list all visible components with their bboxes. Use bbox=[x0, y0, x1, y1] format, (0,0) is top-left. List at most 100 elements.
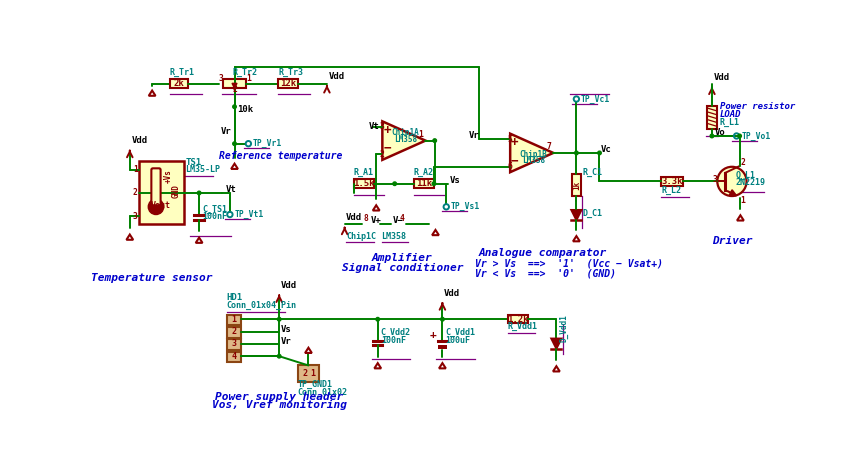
Text: Vr: Vr bbox=[220, 127, 232, 136]
Text: R_L1: R_L1 bbox=[720, 118, 740, 127]
Circle shape bbox=[598, 151, 601, 154]
Circle shape bbox=[738, 134, 741, 138]
Text: +: + bbox=[383, 124, 391, 137]
Circle shape bbox=[441, 318, 444, 321]
Circle shape bbox=[232, 105, 236, 108]
Text: 4: 4 bbox=[232, 352, 236, 361]
FancyBboxPatch shape bbox=[226, 352, 241, 362]
Polygon shape bbox=[511, 134, 554, 172]
Circle shape bbox=[393, 182, 396, 185]
Circle shape bbox=[197, 191, 201, 195]
Circle shape bbox=[717, 167, 746, 196]
Text: Vout: Vout bbox=[151, 201, 170, 210]
Circle shape bbox=[277, 318, 281, 321]
Text: TP_Vr1: TP_Vr1 bbox=[253, 139, 282, 148]
Text: 3: 3 bbox=[232, 339, 236, 348]
Text: 1: 1 bbox=[246, 74, 251, 83]
Text: LM358: LM358 bbox=[381, 231, 406, 241]
Text: 3: 3 bbox=[380, 122, 385, 131]
Text: Analogue comparator: Analogue comparator bbox=[479, 248, 607, 258]
Polygon shape bbox=[382, 121, 425, 160]
Text: 5: 5 bbox=[508, 135, 512, 144]
Text: HD1: HD1 bbox=[226, 293, 243, 302]
Circle shape bbox=[232, 142, 236, 145]
FancyBboxPatch shape bbox=[707, 106, 717, 129]
Text: Power resistor: Power resistor bbox=[720, 102, 795, 111]
Text: C_TS1: C_TS1 bbox=[202, 205, 227, 214]
FancyBboxPatch shape bbox=[508, 315, 528, 323]
Text: 100nF: 100nF bbox=[381, 336, 406, 345]
Text: 11k: 11k bbox=[416, 179, 432, 188]
Text: Vdd: Vdd bbox=[281, 281, 297, 290]
Text: TS1: TS1 bbox=[185, 158, 201, 167]
Text: TP_Vo1: TP_Vo1 bbox=[741, 131, 771, 140]
Text: Vdd: Vdd bbox=[346, 213, 362, 222]
Text: Vr: Vr bbox=[468, 131, 480, 140]
Text: GND: GND bbox=[171, 184, 181, 198]
Circle shape bbox=[277, 354, 281, 358]
Text: +Vs: +Vs bbox=[164, 169, 173, 183]
Circle shape bbox=[376, 318, 380, 321]
Text: Chip1B: Chip1B bbox=[519, 150, 547, 159]
Text: −: − bbox=[511, 154, 518, 167]
Text: Vr < Vs  ==>  '0'  (GND): Vr < Vs ==> '0' (GND) bbox=[474, 269, 616, 279]
Text: 2: 2 bbox=[302, 369, 307, 378]
Text: Reference temperature: Reference temperature bbox=[219, 151, 343, 161]
Text: 3: 3 bbox=[133, 212, 138, 221]
Text: 1.2k: 1.2k bbox=[507, 315, 529, 324]
FancyBboxPatch shape bbox=[139, 161, 183, 224]
Text: LM358: LM358 bbox=[393, 135, 417, 144]
Text: R_Tr2: R_Tr2 bbox=[233, 68, 258, 77]
Text: Amplifier: Amplifier bbox=[372, 253, 433, 263]
Text: D_Vdd1: D_Vdd1 bbox=[560, 314, 568, 342]
Text: TP_Vc1: TP_Vc1 bbox=[581, 95, 610, 104]
FancyBboxPatch shape bbox=[226, 315, 241, 325]
Text: Vdd: Vdd bbox=[328, 72, 344, 81]
Text: Temperature sensor: Temperature sensor bbox=[91, 273, 213, 283]
Circle shape bbox=[432, 182, 436, 185]
Text: Vdd: Vdd bbox=[132, 136, 147, 145]
Text: 3: 3 bbox=[713, 174, 717, 183]
Text: LM35-LP: LM35-LP bbox=[185, 165, 220, 174]
Text: 1: 1 bbox=[232, 315, 236, 324]
Text: R_Vdd1: R_Vdd1 bbox=[508, 323, 538, 332]
Text: Q_L1: Q_L1 bbox=[736, 171, 756, 180]
Text: 12k: 12k bbox=[281, 79, 296, 88]
Text: 8: 8 bbox=[363, 214, 369, 223]
Text: 2N2219: 2N2219 bbox=[736, 178, 765, 187]
Circle shape bbox=[148, 199, 164, 215]
FancyBboxPatch shape bbox=[278, 79, 299, 88]
Text: 2: 2 bbox=[380, 150, 385, 159]
Circle shape bbox=[574, 151, 579, 154]
Text: 100uF: 100uF bbox=[445, 336, 470, 345]
Text: Chip1A: Chip1A bbox=[392, 128, 419, 137]
FancyBboxPatch shape bbox=[223, 79, 246, 88]
Text: 3: 3 bbox=[218, 74, 223, 83]
Text: R_Tr3: R_Tr3 bbox=[278, 68, 303, 77]
Text: LM358: LM358 bbox=[522, 156, 545, 165]
Text: −: − bbox=[383, 142, 391, 155]
FancyBboxPatch shape bbox=[661, 177, 683, 186]
FancyBboxPatch shape bbox=[572, 174, 581, 196]
Text: V+: V+ bbox=[371, 216, 381, 225]
Text: Vs: Vs bbox=[281, 325, 292, 334]
Text: 7: 7 bbox=[546, 142, 551, 151]
Text: Vdd: Vdd bbox=[444, 289, 460, 298]
Text: Power supply header: Power supply header bbox=[215, 392, 344, 402]
Text: Conn_01x02: Conn_01x02 bbox=[298, 388, 348, 397]
Text: 1: 1 bbox=[418, 130, 424, 139]
FancyBboxPatch shape bbox=[437, 345, 447, 349]
Circle shape bbox=[710, 134, 714, 138]
FancyBboxPatch shape bbox=[226, 327, 241, 338]
Text: R_C1: R_C1 bbox=[583, 169, 603, 178]
Text: Chip1C: Chip1C bbox=[346, 231, 376, 241]
Text: Vs: Vs bbox=[449, 176, 460, 185]
Text: 6: 6 bbox=[508, 162, 512, 171]
FancyBboxPatch shape bbox=[226, 339, 241, 350]
FancyBboxPatch shape bbox=[354, 179, 374, 188]
Circle shape bbox=[433, 139, 437, 142]
Text: 2k: 2k bbox=[174, 79, 184, 88]
Text: TP_Vt1: TP_Vt1 bbox=[234, 210, 263, 219]
FancyBboxPatch shape bbox=[298, 366, 319, 382]
Text: R_A1: R_A1 bbox=[354, 169, 374, 178]
